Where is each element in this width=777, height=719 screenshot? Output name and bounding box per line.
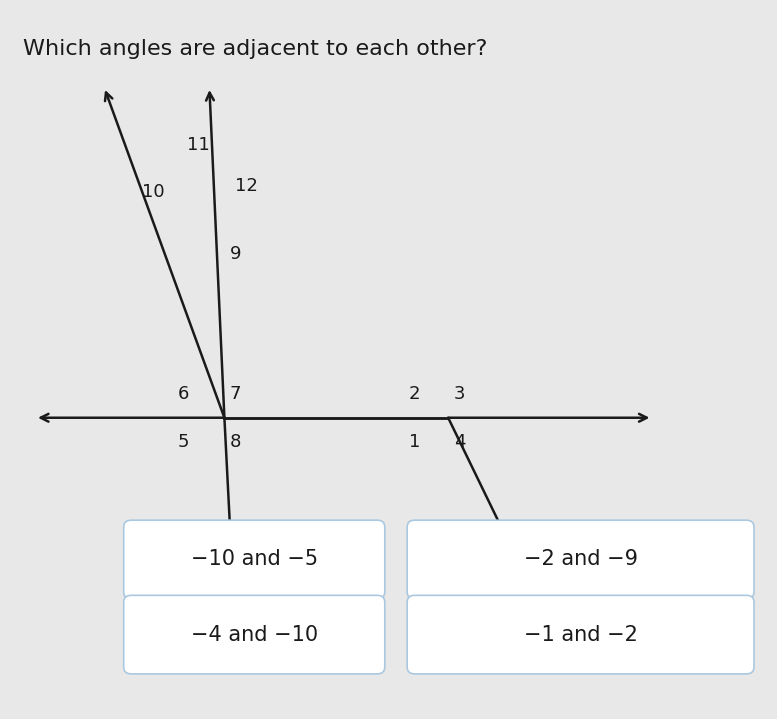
Text: −1 and −2: −1 and −2 xyxy=(524,625,637,645)
Text: −2 and −9: −2 and −9 xyxy=(524,549,638,569)
Text: 6: 6 xyxy=(178,385,189,403)
Text: 1: 1 xyxy=(409,433,420,451)
Text: 3: 3 xyxy=(454,385,465,403)
Text: 9: 9 xyxy=(230,244,242,263)
Text: 4: 4 xyxy=(454,433,465,451)
FancyBboxPatch shape xyxy=(407,595,754,674)
Text: −10 and −5: −10 and −5 xyxy=(190,549,318,569)
Text: 11: 11 xyxy=(187,135,210,154)
Text: 10: 10 xyxy=(142,183,165,201)
Text: 12: 12 xyxy=(235,176,258,195)
Text: 5: 5 xyxy=(178,433,189,451)
Text: 2: 2 xyxy=(409,385,420,403)
FancyBboxPatch shape xyxy=(124,595,385,674)
FancyBboxPatch shape xyxy=(124,521,385,599)
Text: −4 and −10: −4 and −10 xyxy=(190,625,318,645)
FancyBboxPatch shape xyxy=(407,521,754,599)
Text: Which angles are adjacent to each other?: Which angles are adjacent to each other? xyxy=(23,39,487,59)
Text: 8: 8 xyxy=(230,433,242,451)
Text: 7: 7 xyxy=(230,385,242,403)
